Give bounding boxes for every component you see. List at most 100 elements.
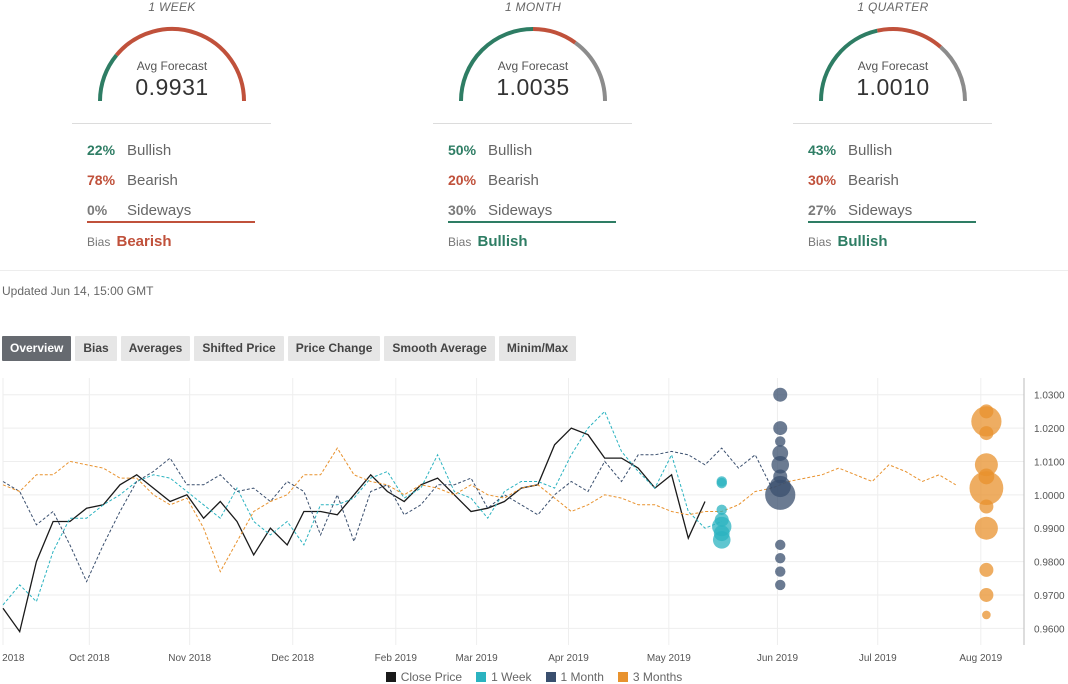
bullish-row: 50% Bullish	[448, 142, 532, 159]
tab-bias[interactable]: Bias	[75, 336, 117, 361]
tab-averages[interactable]: Averages	[120, 336, 191, 361]
sideways-percent: 27%	[808, 202, 837, 218]
forecast-bubble-3-months	[982, 610, 991, 620]
gauge-sideways-arc	[939, 45, 967, 102]
forecast-bubble-3-months	[979, 562, 994, 577]
avg-forecast-value: 1.0010	[856, 74, 930, 100]
y-tick-label: 0.9900	[1034, 524, 1065, 535]
forecast-bubble-1-week	[716, 477, 727, 489]
bias-value: Bearish	[112, 233, 172, 250]
tab-price-change[interactable]: Price Change	[287, 336, 381, 361]
y-tick-label: 0.9800	[1034, 558, 1065, 569]
legend-swatch	[545, 672, 556, 682]
forecast-bubble-1-month	[775, 553, 786, 564]
sideways-row: 27% Sideways	[808, 202, 912, 219]
gauge-bullish-arc	[459, 27, 534, 102]
updated-timestamp: Updated Jun 14, 15:00 GMT	[2, 284, 154, 298]
avg-forecast-label: Avg Forecast	[857, 59, 929, 73]
x-tick-label: Jul 2019	[859, 653, 897, 664]
forecast-bubble-1-month	[773, 387, 788, 402]
forecast-gauge	[819, 27, 967, 102]
legend-label: 1 Week	[491, 670, 532, 684]
series-line-3-months	[2, 447, 956, 573]
panel-divider	[793, 123, 992, 124]
x-tick-label: May 2019	[647, 653, 691, 664]
bearish-label: Bearish	[127, 172, 178, 189]
section-divider	[0, 270, 1068, 271]
panel-divider	[72, 123, 271, 124]
y-tick-label: 0.9700	[1034, 591, 1065, 602]
sideways-label: Sideways	[848, 202, 913, 219]
forecast-bubble-3-months	[979, 587, 994, 602]
gauge-bullish-arc	[98, 53, 119, 102]
bias-label: Bias	[87, 235, 111, 249]
forecast-bubble-1-month	[775, 566, 786, 577]
tab-smooth-average[interactable]: Smooth Average	[384, 336, 495, 361]
x-tick-label: Oct 2018	[69, 653, 110, 664]
bearish-label: Bearish	[848, 172, 899, 189]
bearish-label: Bearish	[488, 172, 539, 189]
bullish-percent: 22%	[87, 142, 116, 158]
x-tick-label: Mar 2019	[455, 653, 498, 664]
chart-tabs: Overview Bias Averages Shifted Price Price C…	[2, 336, 577, 361]
sideways-label: Sideways	[488, 202, 553, 219]
bullish-percent: 43%	[808, 142, 837, 158]
bullish-label: Bullish	[127, 142, 172, 159]
gauge-bearish-arc	[114, 27, 246, 102]
legend-label: 3 Months	[632, 670, 683, 684]
forecast-bubble-3-months	[979, 426, 994, 441]
forecast-bubble-3-months	[969, 471, 1004, 506]
bullish-percent: 50%	[448, 142, 477, 158]
avg-forecast-value: 1.0035	[496, 74, 570, 100]
sideways-label: Sideways	[127, 202, 192, 219]
avg-forecast-label: Avg Forecast	[136, 59, 208, 73]
gauge-sideways-arc	[574, 41, 607, 102]
y-tick-label: 1.0100	[1034, 457, 1065, 468]
forecast-panel: 1 QUARTER Avg Forecast 1.0010 43% Bullish 30%…	[793, 0, 1068, 265]
forecast-bubble-1-month	[765, 479, 796, 510]
bias-indicator: Bias Bullish	[448, 233, 528, 250]
period-label: 1 MONTH	[504, 0, 562, 14]
forecast-bubble-1-month	[775, 539, 786, 551]
gauge-bearish-arc	[876, 27, 942, 49]
forecast-gauge	[459, 27, 607, 102]
bias-value: Bullish	[473, 233, 528, 250]
tab-shifted-price[interactable]: Shifted Price	[194, 336, 284, 361]
bullish-row: 22% Bullish	[87, 142, 171, 159]
y-tick-label: 1.0000	[1034, 491, 1065, 502]
bias-underline	[808, 221, 976, 223]
bullish-label: Bullish	[488, 142, 533, 159]
bias-underline	[87, 221, 255, 223]
bearish-percent: 30%	[808, 172, 837, 188]
bias-indicator: Bias Bullish	[808, 233, 888, 250]
forecast-bubble-1-week	[712, 531, 731, 549]
chart-legend: Close Price 1 Week 1 Month 3 Months	[0, 670, 1068, 684]
tab-overview[interactable]: Overview	[2, 336, 72, 361]
legend-swatch	[385, 672, 396, 682]
legend-label: Close Price	[400, 670, 463, 684]
bearish-row: 20% Bearish	[448, 172, 539, 189]
bias-label: Bias	[448, 235, 472, 249]
bias-underline	[448, 221, 616, 223]
tab-minim-max[interactable]: Minim/Max	[498, 336, 577, 361]
forecast-bubble-3-months	[974, 453, 998, 477]
forecast-bubble-1-month	[775, 436, 786, 447]
gauge-bullish-arc	[819, 28, 878, 102]
sideways-row: 0% Sideways	[87, 202, 191, 219]
forecast-bubble-3-months	[974, 516, 998, 540]
forecast-bubble-3-months	[971, 406, 1002, 437]
bias-value: Bullish	[833, 233, 888, 250]
panel-divider	[433, 123, 632, 124]
forecast-panel: 1 MONTH Avg Forecast 1.0035 50% Bullish 20% Be…	[433, 0, 793, 265]
bullish-row: 43% Bullish	[808, 142, 892, 159]
bearish-percent: 78%	[87, 172, 116, 188]
forecast-gauge	[98, 27, 246, 102]
series-line-close-price	[2, 427, 706, 634]
forecast-bubble-1-month	[771, 455, 790, 474]
legend-item: 3 Months	[617, 670, 683, 684]
period-label: 1 WEEK	[148, 0, 196, 14]
forecast-bubble-1-week	[716, 504, 727, 516]
y-tick-label: 1.0200	[1034, 424, 1065, 435]
x-tick-label: Aug 2019	[959, 653, 1002, 664]
period-label: 1 QUARTER	[857, 0, 929, 14]
